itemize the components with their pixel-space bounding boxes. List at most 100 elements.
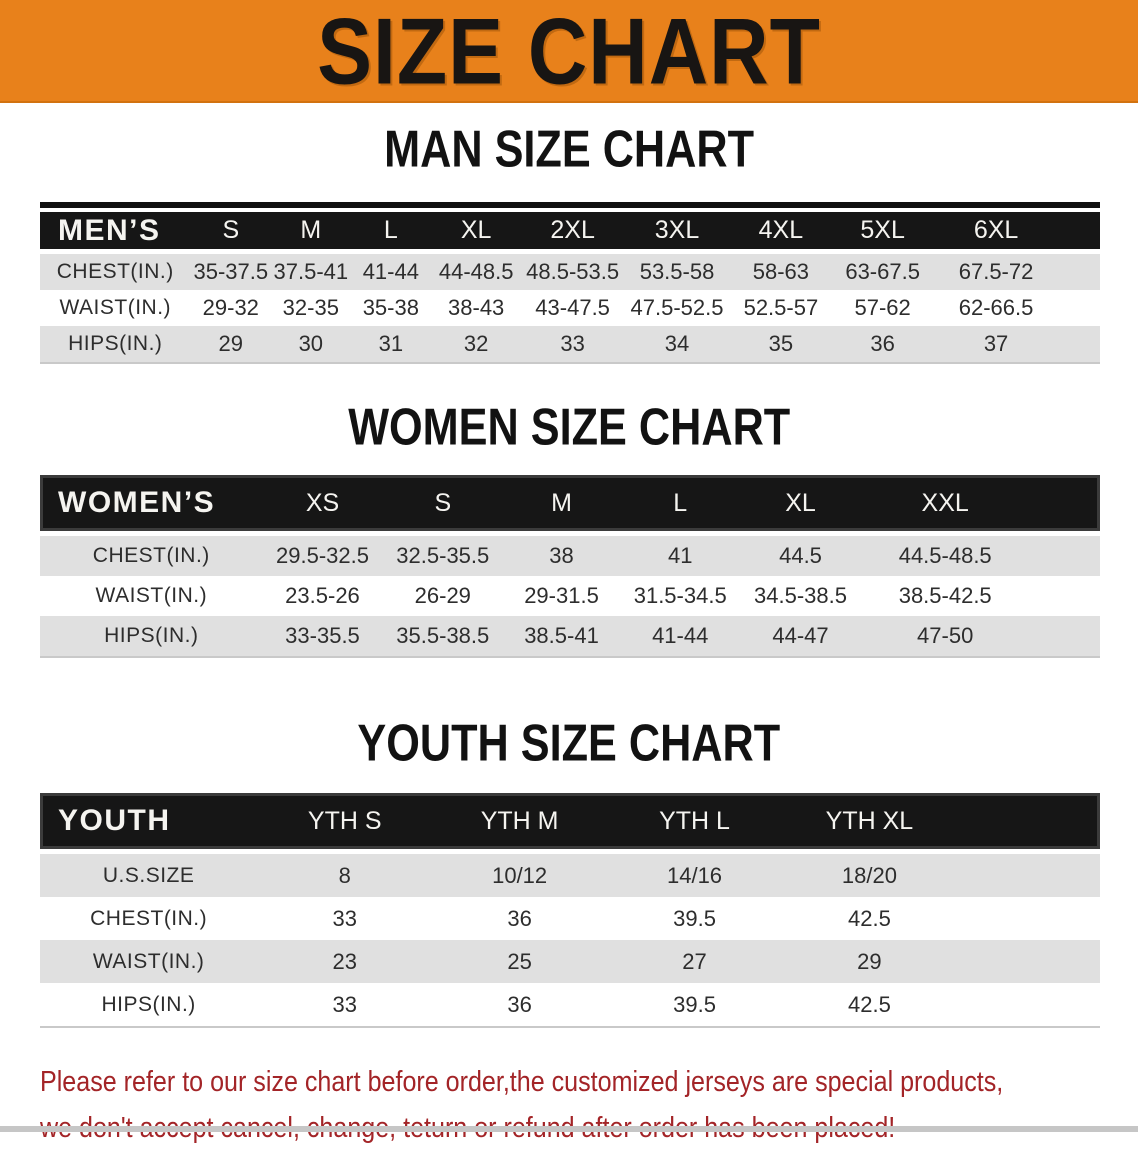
size-header-row: YOUTH YTH S YTH M YTH L YTH XL: [40, 793, 1100, 854]
measurement-value-cell: 36: [432, 897, 608, 940]
size-label-cell: [1058, 212, 1100, 254]
size-label-cell: XXL: [860, 475, 1030, 536]
measurement-value-cell: 57-62: [831, 290, 934, 326]
measurement-value-cell: 44-47: [740, 616, 861, 656]
measurement-value-cell: 32.5-35.5: [382, 536, 504, 576]
measurement-value-cell: 33: [257, 897, 433, 940]
measurement-value-cell: [1029, 576, 1100, 616]
measurement-value-cell: [1029, 536, 1100, 576]
measurement-value-cell: 32: [431, 326, 522, 362]
measurement-label-cell: CHEST(IN.): [40, 254, 191, 290]
measurement-value-cell: 47-50: [860, 616, 1030, 656]
measurement-label-cell: WAIST(IN.): [40, 576, 263, 616]
size-label-cell: [956, 793, 1100, 854]
measurement-value-cell: 27: [607, 940, 782, 983]
measurement-value-cell: 34.5-38.5: [740, 576, 861, 616]
men-section-heading: MAN SIZE CHART: [384, 119, 754, 178]
measurement-value-cell: [956, 983, 1100, 1026]
measurement-label-cell: U.S.SIZE: [40, 854, 258, 897]
youth-size-table-wrap: YOUTH YTH S YTH M YTH L YTH XL U.S.SIZE 8 10/12…: [40, 793, 1100, 1028]
size-label-cell: S: [382, 475, 504, 536]
measurement-value-cell: 35-37.5: [190, 254, 272, 290]
measurement-value-cell: [956, 897, 1100, 940]
measurement-label-cell: HIPS(IN.): [40, 983, 258, 1026]
size-label-cell: 3XL: [624, 212, 731, 254]
measurement-value-cell: 33: [257, 983, 433, 1026]
measurement-value-cell: 48.5-53.5: [521, 254, 625, 290]
size-label-cell: [1029, 475, 1100, 536]
measurement-row: WAIST(IN.) 23 25 27 29: [40, 940, 1100, 983]
measurement-value-cell: 52.5-57: [730, 290, 832, 326]
measurement-value-cell: 53.5-58: [624, 254, 731, 290]
measurement-label-cell: WAIST(IN.): [40, 940, 258, 983]
measurement-value-cell: 36: [432, 983, 608, 1026]
disclaimer-note: Please refer to our size chart before or…: [40, 1059, 1138, 1151]
measurement-row: CHEST(IN.) 33 36 39.5 42.5: [40, 897, 1100, 940]
measurement-value-cell: 29-31.5: [503, 576, 620, 616]
measurement-value-cell: 43-47.5: [521, 290, 625, 326]
size-label-cell: XL: [431, 212, 522, 254]
measurement-value-cell: 38.5-41: [503, 616, 620, 656]
size-label-cell: 4XL: [730, 212, 832, 254]
measurement-value-cell: [1058, 326, 1100, 362]
measurement-value-cell: 18/20: [781, 854, 957, 897]
measurement-value-cell: [1029, 616, 1100, 656]
measurement-value-cell: 37: [933, 326, 1059, 362]
size-header-row: MEN’S S M L XL 2XL 3XL 4XL 5XL 6XL: [40, 212, 1100, 254]
size-chart-banner: SIZE CHART: [0, 0, 1138, 103]
measurement-value-cell: 47.5-52.5: [624, 290, 731, 326]
size-label-cell: YTH S: [257, 793, 433, 854]
measurement-row: WAIST(IN.) 23.5-26 26-29 29-31.5 31.5-34.5 34…: [40, 576, 1100, 616]
measurement-row: CHEST(IN.) 35-37.5 37.5-41 41-44 44-48.5 48.5…: [40, 254, 1100, 290]
measurement-value-cell: [1058, 254, 1100, 290]
measurement-value-cell: 35: [730, 326, 832, 362]
measurement-value-cell: 29: [781, 940, 957, 983]
youth-size-section: YOUTH SIZE CHART YOUTH YTH S YTH M YTH L YTH…: [0, 715, 1138, 1028]
group-label-cell: WOMEN’S: [40, 475, 263, 536]
size-label-cell: S: [190, 212, 272, 254]
measurement-value-cell: 44-48.5: [431, 254, 522, 290]
measurement-row: HIPS(IN.) 29 30 31 32 33 34 35 36 37: [40, 326, 1100, 362]
measurement-label-cell: HIPS(IN.): [40, 616, 263, 656]
size-label-cell: YTH M: [432, 793, 608, 854]
measurement-value-cell: 38.5-42.5: [860, 576, 1030, 616]
measurement-value-cell: [1058, 290, 1100, 326]
measurement-value-cell: 36: [831, 326, 934, 362]
measurement-value-cell: 33: [521, 326, 625, 362]
measurement-row: HIPS(IN.) 33-35.5 35.5-38.5 38.5-41 41-44 44-…: [40, 616, 1100, 656]
measurement-value-cell: 23.5-26: [262, 576, 383, 616]
measurement-row: U.S.SIZE 8 10/12 14/16 18/20: [40, 854, 1100, 897]
measurement-value-cell: 63-67.5: [831, 254, 934, 290]
page-bottom-edge: [0, 1126, 1138, 1132]
women-section-heading: WOMEN SIZE CHART: [347, 397, 790, 456]
measurement-value-cell: 26-29: [382, 576, 504, 616]
measurement-value-cell: 62-66.5: [933, 290, 1059, 326]
women-size-table: WOMEN’S XS S M L XL XXL CHEST(IN.) 29.5-32.5 32.5…: [40, 475, 1100, 658]
size-label-cell: 2XL: [521, 212, 625, 254]
measurement-value-cell: 32-35: [271, 290, 351, 326]
measurement-value-cell: 8: [257, 854, 433, 897]
measurement-value-cell: 33-35.5: [262, 616, 383, 656]
size-label-cell: 6XL: [933, 212, 1059, 254]
size-label-cell: L: [350, 212, 432, 254]
measurement-value-cell: 31.5-34.5: [619, 576, 741, 616]
measurement-value-cell: [956, 940, 1100, 983]
youth-size-table: YOUTH YTH S YTH M YTH L YTH XL U.S.SIZE 8 10/12…: [40, 793, 1100, 1028]
men-size-table-wrap: MEN’S S M L XL 2XL 3XL 4XL 5XL 6XL CHEST(IN.) 35-37…: [40, 202, 1100, 364]
measurement-value-cell: 29-32: [190, 290, 272, 326]
measurement-value-cell: 41-44: [619, 616, 741, 656]
measurement-value-cell: 42.5: [781, 983, 957, 1026]
measurement-value-cell: 30: [271, 326, 351, 362]
measurement-value-cell: 38: [503, 536, 620, 576]
measurement-value-cell: 29: [190, 326, 272, 362]
measurement-row: CHEST(IN.) 29.5-32.5 32.5-35.5 38 41 44.5 44.5…: [40, 536, 1100, 576]
measurement-label-cell: CHEST(IN.): [40, 897, 258, 940]
size-label-cell: XL: [740, 475, 861, 536]
measurement-value-cell: 41: [619, 536, 741, 576]
measurement-value-cell: 38-43: [431, 290, 522, 326]
disclaimer-line-1: Please refer to our size chart before or…: [40, 1066, 1004, 1098]
measurement-row: HIPS(IN.) 33 36 39.5 42.5: [40, 983, 1100, 1026]
group-label-cell: YOUTH: [40, 793, 258, 854]
measurement-value-cell: 29.5-32.5: [262, 536, 383, 576]
measurement-value-cell: 35-38: [350, 290, 432, 326]
